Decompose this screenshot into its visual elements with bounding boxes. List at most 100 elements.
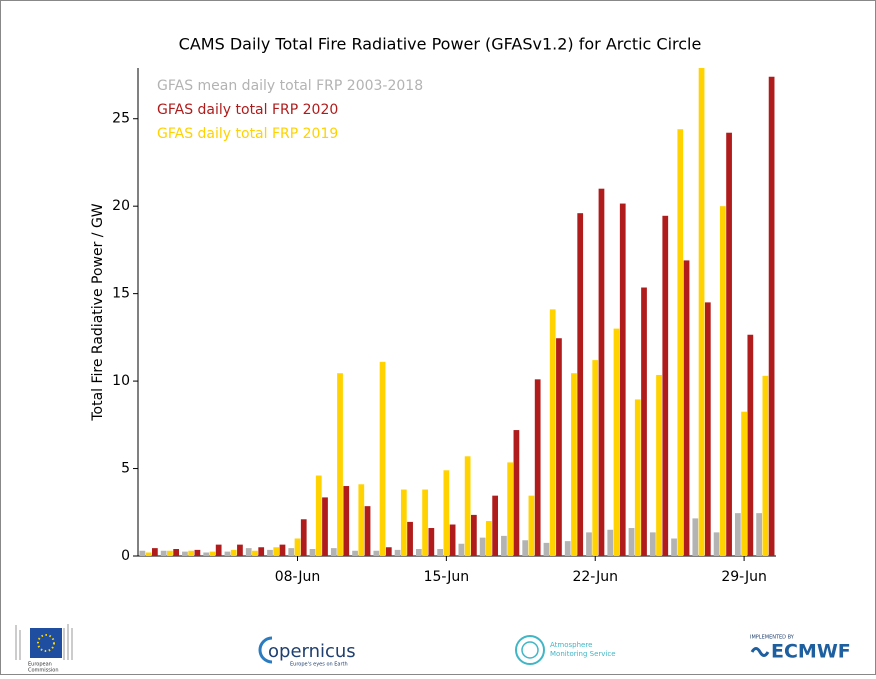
bar [230,549,237,556]
bar [698,68,705,556]
bar [677,129,684,557]
bar [571,373,577,556]
bar [577,213,584,556]
bar [613,328,620,556]
bar [628,528,635,556]
bar [634,399,641,556]
bar [215,544,222,556]
bar [194,549,201,556]
bar [145,552,152,556]
bar [549,309,556,556]
logo-ec: European Commission [15,624,73,674]
bar [671,538,677,556]
legend-entry: GFAS mean daily total FRP 2003-2018 [157,78,423,94]
bar [619,203,626,557]
bar [479,537,486,556]
bar [422,489,428,556]
bar [747,334,754,556]
bar [522,540,529,556]
bar [209,551,216,556]
bar [300,519,307,556]
bar [279,544,286,556]
bar [309,549,316,556]
bar [358,484,365,556]
bar [273,547,280,556]
bar [139,550,146,556]
bar [564,541,571,556]
bar [513,430,520,556]
bar [415,549,422,556]
bar [364,506,371,556]
bar [719,206,726,557]
bar [343,486,350,556]
bar [160,550,167,556]
x-tick-label: 22-Jun [572,569,618,585]
bar [182,551,188,556]
logo-text: European [28,662,52,668]
bar [379,361,386,556]
bar [492,495,499,556]
bar [258,547,265,556]
logo-text: IMPLEMENTED BY [750,635,795,641]
y-tick-label: 0 [121,548,130,564]
bar [373,550,380,556]
bar [252,550,258,556]
bar [173,549,180,556]
y-tick-label: 5 [121,461,130,477]
logo-text: Commission [28,668,59,674]
y-tick-label: 15 [112,286,130,302]
y-tick-label: 20 [112,198,130,214]
bar [641,287,647,556]
x-tick-label: 29-Jun [721,569,767,585]
bar [203,552,210,556]
bar [768,76,775,557]
bar [237,544,243,556]
bar [224,551,231,556]
y-tick-label: 10 [112,373,130,389]
bar [607,529,614,556]
logo-text: Atmosphere [550,641,592,649]
bar [245,548,252,556]
logo-text: opernicus [268,641,356,662]
bar [449,524,456,556]
bar [394,549,401,556]
bar [586,532,592,556]
bar [330,548,337,556]
y-tick-label: 25 [112,111,130,127]
logo-copernicus: opernicus Europe's eyes on Earth [258,636,356,668]
bar [407,521,413,556]
chart-title: CAMS Daily Total Fire Radiative Power (G… [179,35,702,54]
bar [288,548,295,556]
bar [294,538,301,556]
logo-cams: Atmosphere Monitoring Service [515,635,616,665]
bar [534,379,541,556]
bar [713,532,720,556]
bar [267,549,273,556]
bar [662,215,669,556]
bar [385,547,392,556]
bar [556,338,562,556]
bar [152,548,158,556]
bar [458,543,465,556]
bar [762,375,769,556]
legend-entry: GFAS daily total FRP 2020 [157,102,338,118]
logo-text: ECMWF [771,641,851,663]
bar [471,514,477,556]
bar [726,132,732,556]
legend-entry: GFAS daily total FRP 2019 [157,126,338,142]
bar [741,411,747,556]
bar [188,550,195,556]
bar [486,521,492,556]
bar [543,542,550,556]
bar [734,513,741,556]
bar [464,456,471,556]
bar [315,475,322,556]
bar [649,532,656,556]
bar [322,497,328,556]
bar [656,374,662,556]
bar [528,495,535,556]
bar [756,513,762,556]
bar [400,489,407,556]
bar [437,549,443,556]
